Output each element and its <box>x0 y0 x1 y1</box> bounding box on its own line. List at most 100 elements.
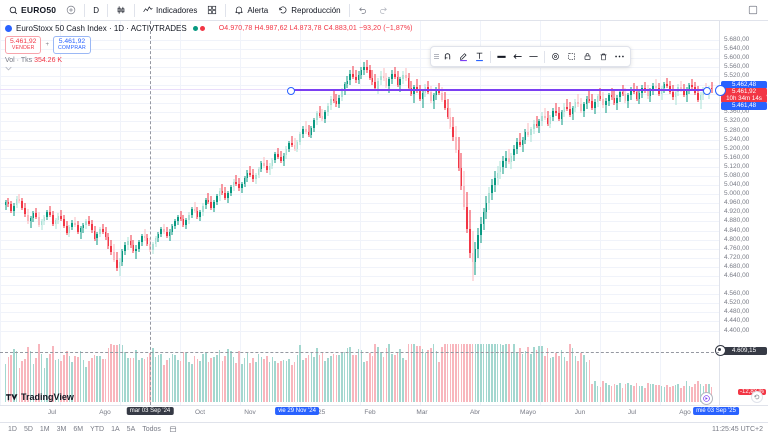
candle-body <box>683 89 685 96</box>
buy-quote-button[interactable]: 5.461,92 COMPRAR <box>52 36 91 54</box>
volume-bar <box>232 356 235 402</box>
compare-add-symbol-button[interactable] <box>61 2 81 18</box>
candle <box>332 21 335 405</box>
text-tool-button[interactable] <box>472 49 487 64</box>
candle <box>655 21 657 405</box>
drawing-color-pencil-button[interactable] <box>456 49 471 64</box>
last-price-tag[interactable]: 5.461,92 <box>721 88 767 97</box>
range-button-todos[interactable]: Todos <box>142 426 161 433</box>
candle-body <box>18 198 21 201</box>
range-button-1m[interactable]: 1M <box>39 426 50 433</box>
candle <box>102 21 104 405</box>
undo-button[interactable] <box>353 2 373 18</box>
candle <box>396 21 399 405</box>
volume-bar <box>566 361 568 402</box>
line-style-button[interactable] <box>526 49 541 64</box>
grid-line-horizontal <box>0 312 719 314</box>
tradingview-logo[interactable]: TradingView <box>6 392 74 402</box>
selected-date-tag[interactable]: vie 29 Nov '24 <box>275 407 319 415</box>
candle-wick <box>680 80 682 92</box>
range-button-3m[interactable]: 3M <box>56 426 67 433</box>
bar-countdown-tag[interactable]: 10h 34m 14s <box>721 95 767 104</box>
volume-bar <box>485 344 488 402</box>
price-pane[interactable]: EuroStoxx 50 Cash Index · 1D · ACTIVTRAD… <box>0 21 719 405</box>
candle-body <box>279 156 282 162</box>
candle-body <box>321 115 324 120</box>
interval-button[interactable]: D <box>88 2 104 18</box>
volume-bar <box>191 364 193 402</box>
calendar-button[interactable] <box>166 424 180 436</box>
price-axis-label: 5.560,00 <box>724 62 750 70</box>
trend-line-axis-anchor[interactable] <box>715 85 726 97</box>
trendline-price-tag[interactable]: 4.609,15 <box>721 347 767 356</box>
candle <box>619 21 621 405</box>
sell-quote-button[interactable]: 5.461,92 VENDER <box>5 36 42 54</box>
horizontal-trend-line[interactable] <box>290 89 706 92</box>
candle-body <box>385 78 388 87</box>
trend-line-anchor-left[interactable] <box>287 87 295 96</box>
volume-bar <box>407 344 410 402</box>
range-button-1d[interactable]: 1D <box>8 426 17 433</box>
candle <box>224 21 226 405</box>
bid-price-tag[interactable]: 5.461,48 <box>721 102 767 111</box>
candle-body <box>299 133 302 142</box>
candle-body <box>513 148 516 156</box>
candle-body <box>115 260 118 268</box>
candle-body <box>143 236 146 239</box>
volume-bar <box>40 353 43 402</box>
crosshair-date-tag[interactable]: mar 03 Sep '24 <box>126 407 174 415</box>
range-button-6m[interactable]: 6M <box>73 426 84 433</box>
drawing-settings-button[interactable] <box>548 49 563 64</box>
price-axis[interactable]: 5.680,00 5.640,00 5.600,00 5.560,00 5.520,00… <box>715 21 768 405</box>
time-axis[interactable]: JulAgoOctNov2025FebMarAbrMayoJunJulAgoma… <box>0 405 768 422</box>
magnet-mode-button[interactable] <box>440 49 455 64</box>
candle-wick <box>102 223 104 234</box>
volume-bar <box>338 355 340 402</box>
candle-body <box>585 98 588 105</box>
drag-grip-icon[interactable] <box>434 50 439 63</box>
indicator-templates-button[interactable] <box>202 2 222 18</box>
candle-body <box>15 198 18 206</box>
indicators-button[interactable]: Indicadores <box>138 2 202 18</box>
price-axis-label: 5.120,00 <box>724 162 750 170</box>
candle-wick <box>588 90 590 104</box>
candle-body <box>243 178 246 184</box>
candle <box>355 21 357 405</box>
axis-controls[interactable] <box>751 391 763 403</box>
reset-scale-button[interactable] <box>751 391 763 403</box>
candle <box>313 21 315 405</box>
candle-body <box>666 83 668 87</box>
current-date-tag[interactable]: mié 03 Sep '25 <box>693 407 739 415</box>
layout-button[interactable] <box>743 2 763 18</box>
more-options-button[interactable] <box>612 49 627 64</box>
candle-body <box>71 222 74 227</box>
chart-type-button[interactable] <box>111 2 131 18</box>
candle <box>52 21 54 405</box>
trend-line-anchor-right[interactable] <box>703 87 711 96</box>
candle <box>502 21 504 405</box>
price-axis-label: 4.640,00 <box>724 271 750 279</box>
drawing-template-button[interactable] <box>564 49 579 64</box>
delete-drawing-button[interactable] <box>596 49 611 64</box>
redo-button[interactable] <box>373 2 393 18</box>
candle <box>418 21 421 405</box>
candle <box>438 21 441 405</box>
range-button-5d[interactable]: 5D <box>23 426 33 433</box>
replay-button[interactable]: Reproducción <box>273 2 345 18</box>
symbol-search-button[interactable]: EURO50 <box>4 2 61 18</box>
range-button-1a[interactable]: 1A <box>111 426 120 433</box>
range-button-ytd[interactable]: YTD <box>90 426 105 433</box>
volume-series <box>0 21 719 405</box>
grid-line-horizontal <box>0 285 719 286</box>
sell-label: VENDER <box>11 44 35 51</box>
drawing-float-toolbar[interactable] <box>430 46 631 67</box>
replay-position-marker[interactable] <box>700 392 713 405</box>
candle-body <box>266 165 268 171</box>
range-button-5a[interactable]: 5A <box>126 426 136 433</box>
ask-price-tag[interactable]: 5.462,48 <box>721 81 767 90</box>
line-thickness-button[interactable] <box>494 49 509 64</box>
alert-button[interactable]: Alerta <box>229 2 273 18</box>
volume-bar <box>341 353 343 402</box>
lock-drawing-button[interactable] <box>580 49 595 64</box>
line-extend-button[interactable] <box>510 49 525 64</box>
